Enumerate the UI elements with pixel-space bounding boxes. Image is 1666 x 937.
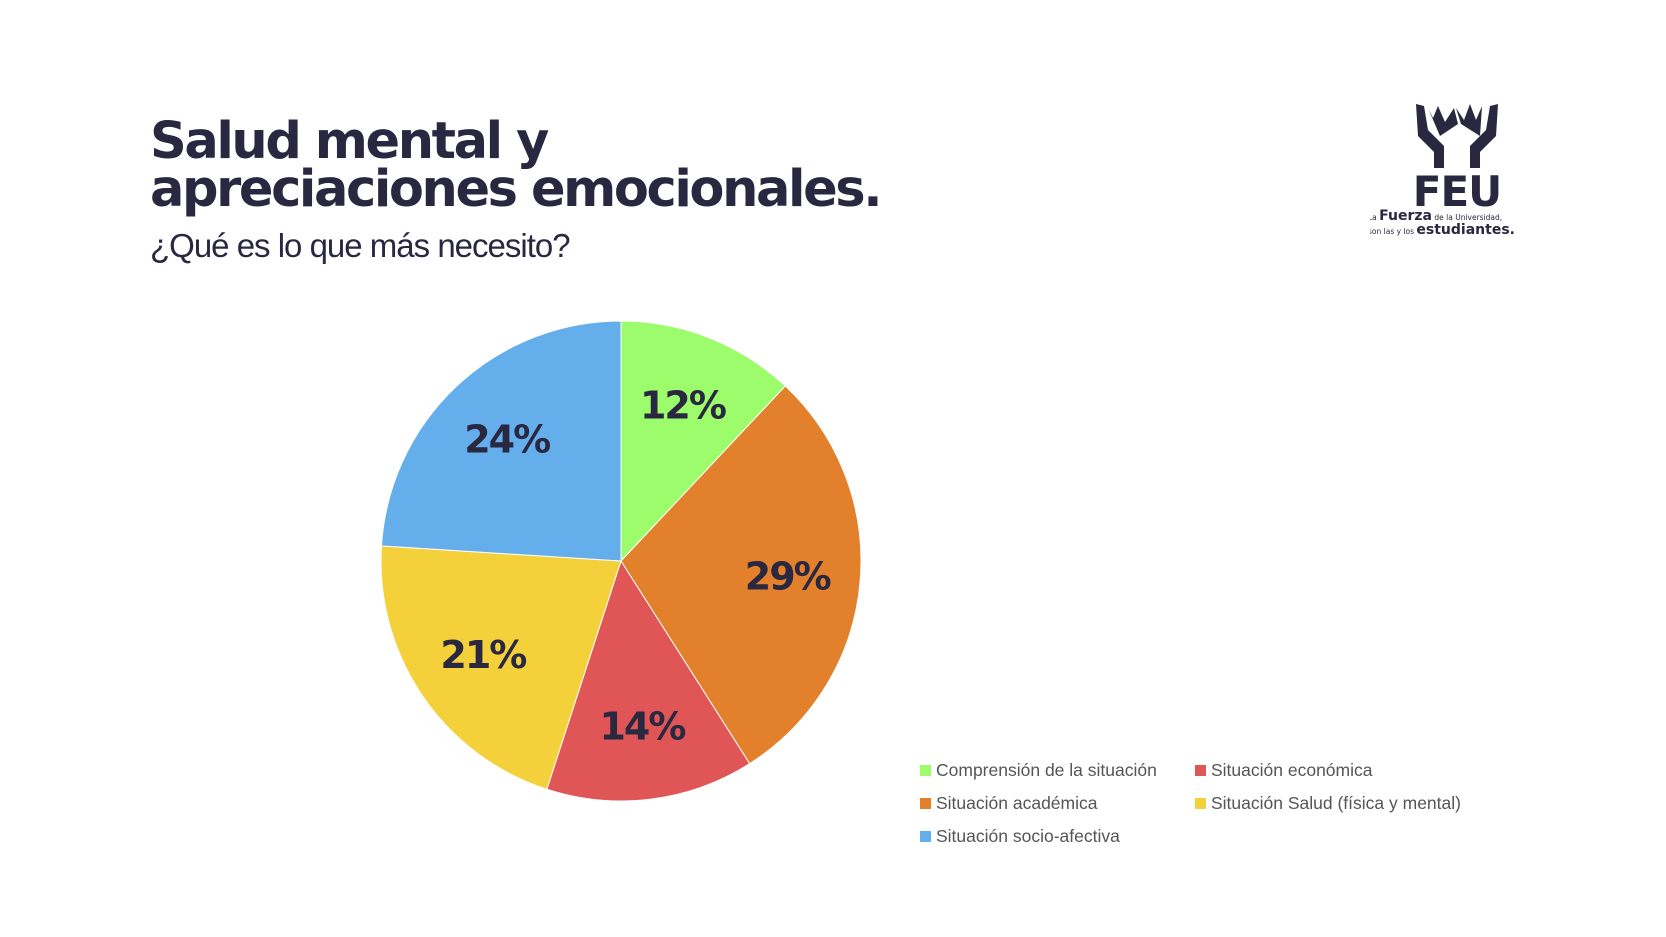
pie-label-5: 24% [464, 417, 550, 461]
logo-tagline-universidad: de la Universidad, [1434, 213, 1502, 222]
pie-slice-5 [380, 320, 622, 562]
pie-label-3: 14% [599, 705, 685, 749]
pie-label-4: 21% [440, 633, 526, 677]
legend-label: Situación académica [936, 792, 1098, 813]
legend-item: Comprensión de la situación [920, 760, 1195, 780]
legend-label: Situación socio-afectiva [936, 825, 1120, 846]
chart-legend: Comprensión de la situación Situación eco… [920, 760, 1520, 846]
logo-tagline-la: La [1370, 213, 1377, 222]
pie-label-2: 29% [745, 555, 831, 599]
legend-label: Comprensión de la situación [936, 759, 1157, 780]
pie-slice-3 [546, 559, 751, 802]
legend-swatch [920, 764, 931, 776]
legend-item: Situación socio-afectiva [920, 826, 1195, 846]
logo-name: FEU [1413, 167, 1502, 216]
legend-swatch [1195, 797, 1206, 809]
legend-label: Situación económica [1211, 759, 1373, 780]
logo-tagline-son-las: son las y los [1370, 227, 1414, 236]
slide-subtitle: ¿Qué es lo que más necesito? [150, 227, 571, 264]
legend-item: Situación académica [920, 793, 1195, 813]
pie-labels: 12% 29% 14% 21% 24% [440, 384, 832, 749]
pie-slices [380, 320, 862, 802]
legend-swatch [920, 797, 931, 809]
feu-logo: FEU La Fuerza de la Universidad, son las… [1370, 100, 1570, 260]
logo-tagline-fuerza: Fuerza [1379, 208, 1432, 224]
slide-title: Salud mental y apreciaciones emocionales… [150, 112, 883, 219]
pie-slice-4 [380, 545, 622, 790]
pie-slice-1 [620, 320, 786, 563]
legend-swatch [920, 830, 931, 842]
pie-slice-2 [620, 385, 862, 765]
logo-tagline-estudiantes: estudiantes. [1416, 222, 1515, 238]
logo-tagline-line2: son las y los estudiantes. [1370, 222, 1515, 238]
legend-swatch [1195, 764, 1206, 776]
hands-book-icon [1416, 104, 1498, 168]
pie-label-1: 12% [640, 384, 726, 428]
feu-logo-graphic: FEU La Fuerza de la Universidad, son las… [1370, 104, 1515, 238]
legend-label: Situación Salud (física y mental) [1211, 792, 1461, 813]
logo-tagline-line1: La Fuerza de la Universidad, [1370, 208, 1502, 224]
legend-item: Situación económica [1195, 760, 1515, 780]
legend-item: Situación Salud (física y mental) [1195, 793, 1515, 813]
